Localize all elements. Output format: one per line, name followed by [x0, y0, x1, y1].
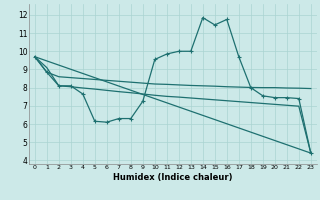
X-axis label: Humidex (Indice chaleur): Humidex (Indice chaleur): [113, 173, 233, 182]
